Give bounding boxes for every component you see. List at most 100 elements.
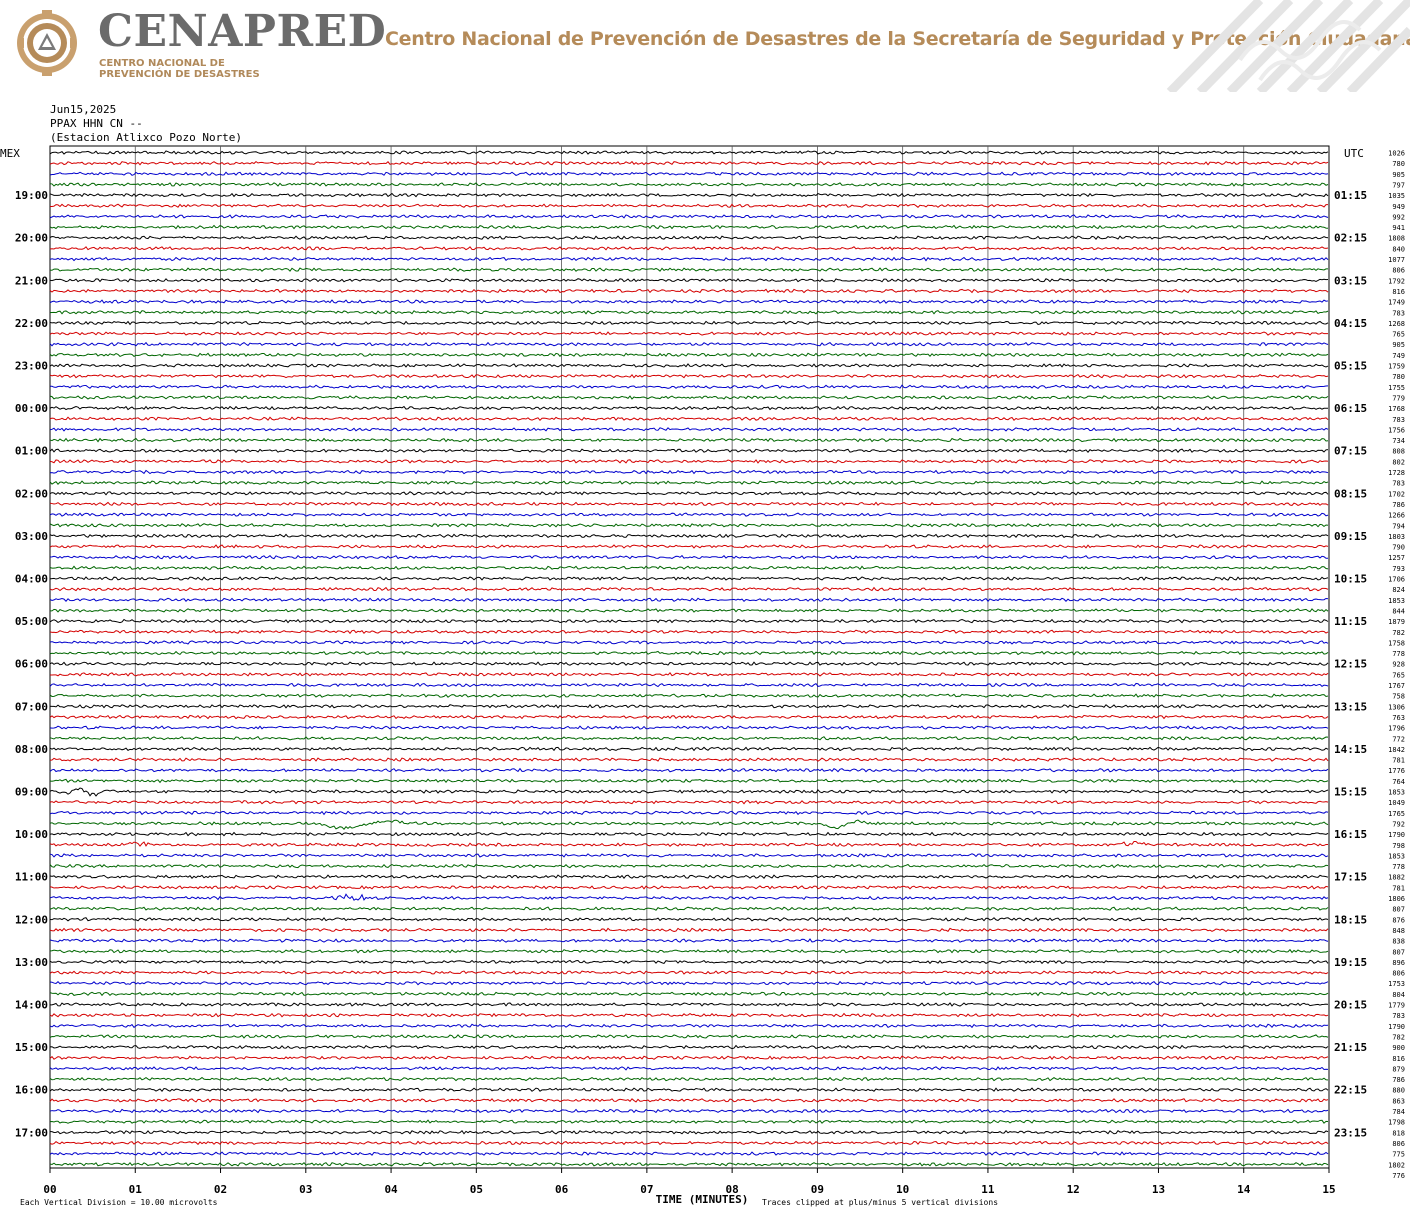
trace-stat-label: 1853 xyxy=(1388,789,1405,797)
trace-stat-label: 992 xyxy=(1392,213,1405,221)
x-tick-label: 08 xyxy=(726,1183,739,1196)
seismic-trace xyxy=(49,341,1329,347)
trace-stat-label: 781 xyxy=(1392,884,1405,892)
trace-stat-label: 1779 xyxy=(1388,1002,1405,1010)
trace-stat-label: 778 xyxy=(1392,863,1405,871)
trace-stat-label: 818 xyxy=(1392,1129,1405,1137)
trace-stat-label: 807 xyxy=(1392,906,1405,914)
mex-hour-label: 13:00 xyxy=(15,956,48,969)
seismic-trace xyxy=(49,1161,1329,1167)
seismic-trace xyxy=(49,267,1329,272)
x-axis-label: TIME (MINUTES) xyxy=(656,1193,749,1206)
trace-stat-label: 896 xyxy=(1392,959,1405,967)
seismic-trace xyxy=(49,906,1329,911)
seismic-trace xyxy=(49,1002,1329,1007)
mex-hour-label: 16:00 xyxy=(15,1084,48,1097)
trace-stat-label: 1768 xyxy=(1388,405,1405,413)
seismic-trace xyxy=(49,1055,1329,1061)
trace-stat-label: 807 xyxy=(1392,948,1405,956)
seismic-trace xyxy=(49,1034,1329,1039)
utc-hour-label: 18:15 xyxy=(1334,913,1367,926)
seismic-trace xyxy=(49,427,1329,432)
utc-axis-label: UTC xyxy=(1344,147,1364,160)
trace-stat-label: 798 xyxy=(1392,842,1405,850)
seismic-trace xyxy=(49,938,1329,943)
trace-stat-label: 808 xyxy=(1392,448,1405,456)
mex-hour-label: 03:00 xyxy=(15,530,48,543)
mex-hour-label: 00:00 xyxy=(15,402,48,415)
seismic-trace xyxy=(49,533,1329,539)
trace-stat-label: 783 xyxy=(1392,416,1405,424)
trace-stat-label: 941 xyxy=(1392,224,1405,232)
seismic-trace xyxy=(49,661,1329,667)
trace-stat-label: 784 xyxy=(1392,1108,1405,1116)
trace-stat-label: 772 xyxy=(1392,735,1405,743)
trace-stat-label: 816 xyxy=(1392,288,1405,296)
trace-stat-label: 1882 xyxy=(1388,874,1405,882)
trace-stat-label: 775 xyxy=(1392,1151,1405,1159)
trace-stat-label: 1790 xyxy=(1388,831,1405,839)
seismic-trace xyxy=(49,150,1329,155)
seismic-trace xyxy=(49,725,1329,730)
seismic-trace xyxy=(49,1108,1329,1114)
utc-hour-label: 17:15 xyxy=(1334,871,1367,884)
seismic-trace xyxy=(49,171,1329,177)
x-tick-label: 07 xyxy=(640,1183,653,1196)
x-tick-label: 14 xyxy=(1237,1183,1251,1196)
decorative-pattern-icon xyxy=(1166,0,1410,92)
trace-stat-label: 781 xyxy=(1392,757,1405,765)
seismic-trace xyxy=(49,523,1329,528)
mex-hour-label: 15:00 xyxy=(15,1041,48,1054)
mex-hour-label: 01:00 xyxy=(15,445,48,458)
utc-hour-label: 23:15 xyxy=(1334,1126,1367,1139)
seismic-trace xyxy=(49,1140,1329,1146)
trace-stat-label: 734 xyxy=(1392,437,1405,445)
mex-hour-label: 08:00 xyxy=(15,743,48,756)
trace-stat-label: 949 xyxy=(1392,203,1405,211)
trace-stat-label: 1755 xyxy=(1388,384,1405,392)
seismic-trace xyxy=(49,970,1329,975)
trace-stat-label: 1879 xyxy=(1388,618,1405,626)
trace-stat-label: 844 xyxy=(1392,607,1405,615)
trace-stat-label: 1842 xyxy=(1388,746,1405,754)
seismic-trace xyxy=(49,1066,1329,1071)
trace-stat-label: 1758 xyxy=(1388,639,1405,647)
trace-stat-label: 1049 xyxy=(1388,799,1405,807)
utc-hour-label: 01:15 xyxy=(1334,189,1367,202)
seismic-trace xyxy=(49,309,1329,315)
trace-stat-label: 806 xyxy=(1392,1140,1405,1148)
utc-hour-label: 21:15 xyxy=(1334,1041,1367,1054)
seismic-trace xyxy=(49,203,1328,208)
x-tick-label: 13 xyxy=(1152,1183,1165,1196)
trace-stat-label: 765 xyxy=(1392,331,1405,339)
seismic-trace xyxy=(49,819,1329,830)
utc-hour-label: 09:15 xyxy=(1334,530,1367,543)
trace-stat-label: 758 xyxy=(1392,693,1405,701)
utc-hour-label: 22:15 xyxy=(1334,1084,1367,1097)
seismic-trace xyxy=(49,405,1329,411)
brand-sub-line1: CENTRO NACIONAL DE xyxy=(99,58,225,69)
trace-stat-label: 1806 xyxy=(1388,895,1405,903)
trace-stat-label: 765 xyxy=(1392,671,1405,679)
seismic-trace xyxy=(49,1044,1329,1050)
trace-stat-label: 749 xyxy=(1392,352,1405,360)
seismic-trace xyxy=(49,352,1329,358)
trace-stat-label: 863 xyxy=(1392,1097,1405,1105)
trace-stat-label: 783 xyxy=(1392,480,1405,488)
seismic-trace xyxy=(49,991,1329,997)
seismic-trace xyxy=(49,501,1329,507)
trace-stat-label: 1266 xyxy=(1388,512,1405,520)
trace-stat-label: 1706 xyxy=(1388,576,1405,584)
seismic-trace xyxy=(49,693,1329,698)
trace-stat-label: 1306 xyxy=(1388,703,1405,711)
seismic-trace xyxy=(49,491,1329,496)
utc-hour-label: 16:15 xyxy=(1334,828,1367,841)
utc-hour-label: 08:15 xyxy=(1334,487,1367,500)
trace-stat-label: 1756 xyxy=(1388,426,1405,434)
trace-stat-label: 1798 xyxy=(1388,1119,1405,1127)
trace-stat-label: 1702 xyxy=(1388,490,1405,498)
trace-stat-label: 1796 xyxy=(1388,725,1405,733)
mex-hour-label: 19:00 xyxy=(15,189,48,202)
brand-name: CENAPRED xyxy=(98,6,387,57)
trace-stat-label: 806 xyxy=(1392,970,1405,978)
